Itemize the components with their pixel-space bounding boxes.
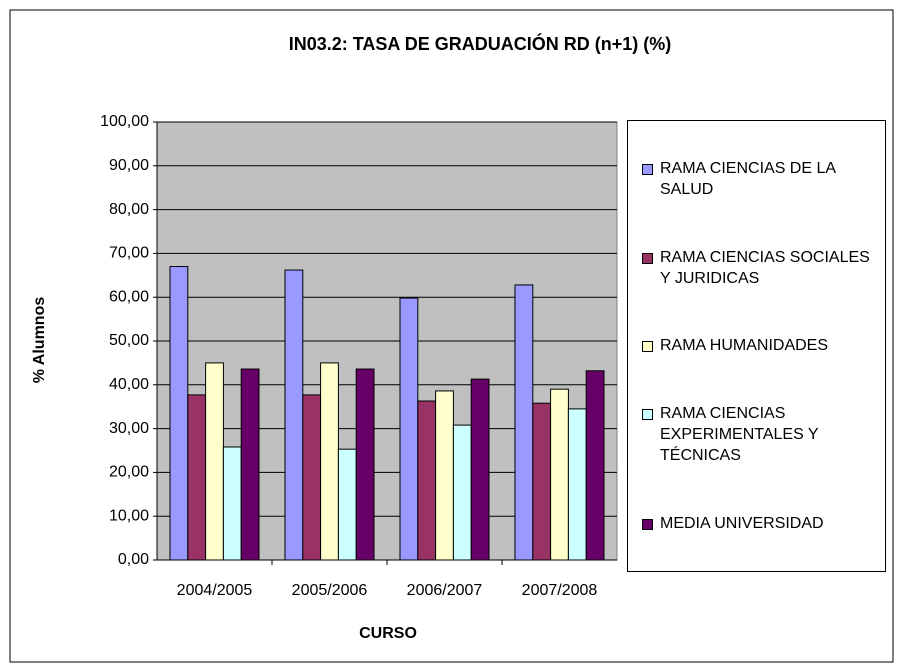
legend-entry: RAMA CIENCIAS EXPERIMENTALES Y TÉCNICAS [642, 403, 877, 466]
bar [284, 269, 304, 561]
y-axis-label: % Alumnos [31, 297, 48, 384]
x-tick-label: 2004/2005 [177, 582, 253, 599]
bar [240, 368, 260, 561]
bar [567, 408, 587, 561]
x-axis-label: CURSO [359, 625, 417, 642]
bar [417, 400, 437, 561]
legend-label: RAMA CIENCIAS DE LA SALUD [660, 160, 836, 199]
y-tick-label: 10,00 [109, 507, 149, 524]
legend-swatch [642, 252, 653, 264]
legend-label: RAMA CIENCIAS EXPERIMENTALES Y TÉCNICAS [660, 405, 819, 465]
legend-label: MEDIA UNIVERSIDAD [660, 514, 824, 532]
bar [222, 446, 242, 561]
bar [585, 370, 605, 561]
y-tick-label: 30,00 [109, 420, 149, 437]
legend-label: RAMA CIENCIAS SOCIALES Y JURIDICAS [660, 248, 870, 287]
y-tick-label: 70,00 [109, 245, 149, 262]
bar [320, 362, 339, 561]
y-tick-label: 60,00 [109, 288, 149, 305]
legend: RAMA CIENCIAS DE LA SALUD RAMA CIENCIAS S… [627, 120, 886, 572]
legend-swatch [642, 164, 653, 176]
bar [435, 390, 454, 561]
bar [452, 424, 472, 561]
bar [355, 368, 375, 561]
y-tick-label: 100,00 [100, 113, 149, 130]
legend-label: RAMA HUMANIDADES [660, 337, 829, 355]
x-tick-label: 2006/2007 [407, 582, 483, 599]
y-tick-label: 40,00 [109, 376, 149, 393]
y-tick-label: 0,00 [118, 551, 149, 568]
bar [550, 388, 569, 561]
y-tick-label: 80,00 [109, 201, 149, 218]
y-tick-label: 90,00 [109, 157, 149, 174]
legend-swatch [642, 409, 653, 421]
legend-entry: RAMA CIENCIAS DE LA SALUD [642, 158, 877, 200]
bar [337, 448, 357, 561]
y-tick-label: 20,00 [109, 464, 149, 481]
bar [205, 362, 224, 561]
x-tick-label: 2005/2006 [292, 582, 368, 599]
bar [399, 297, 419, 561]
legend-swatch [642, 341, 653, 353]
x-tick-label: 2007/2008 [522, 582, 598, 599]
bar [514, 284, 534, 561]
bar [532, 402, 552, 561]
bar [302, 394, 322, 561]
legend-entry: MEDIA UNIVERSIDAD [642, 513, 877, 534]
chart-title: IN03.2: TASA DE GRADUACIÓN RD (n+1) (%) [289, 33, 672, 54]
legend-entry: RAMA CIENCIAS SOCIALES Y JURIDICAS [642, 247, 877, 289]
bar [169, 266, 189, 561]
bar [187, 394, 207, 561]
bar [470, 378, 490, 561]
legend-swatch [642, 518, 653, 530]
y-tick-label: 50,00 [109, 332, 149, 349]
legend-entry: RAMA HUMANIDADES [642, 335, 877, 356]
